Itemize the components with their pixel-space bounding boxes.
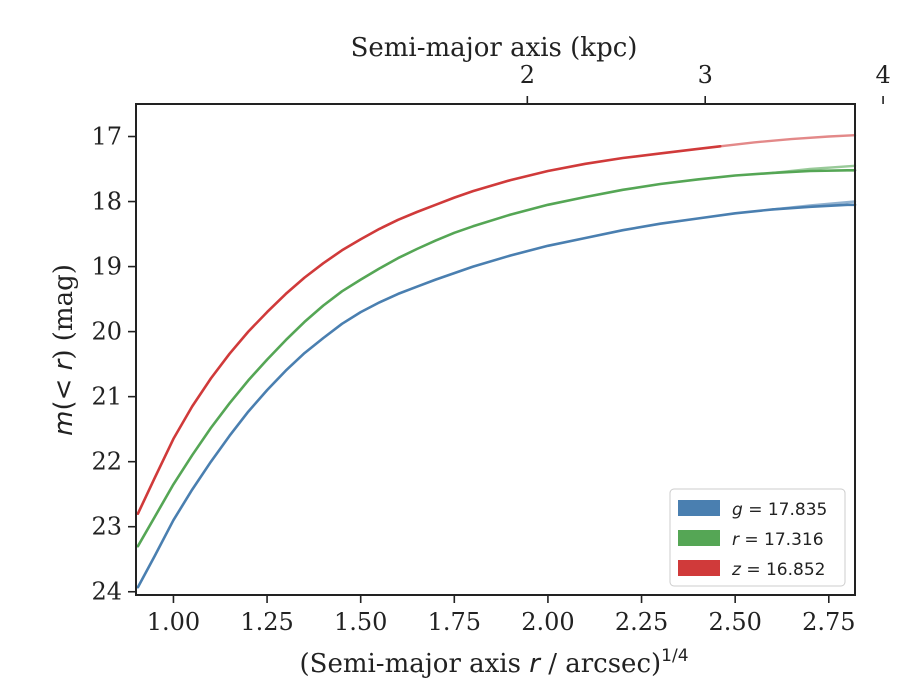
x-tick-label: 1.75 (428, 608, 481, 636)
x-tick-label: 1.00 (147, 608, 200, 636)
legend-label-g: g = 17.835 (732, 500, 827, 520)
top-x-tick-label: 4 (875, 61, 890, 89)
series-layer (136, 134, 857, 589)
legend-swatch-z (678, 560, 720, 576)
y-tick-label: 23 (91, 513, 122, 541)
x-axis-title: (Semi-major axis r / arcsec)1/4 (299, 646, 688, 679)
top-x-axis-title: Semi-major axis (kpc) (351, 33, 638, 63)
y-tick-label: 21 (91, 383, 122, 411)
series-line-z (136, 145, 722, 515)
legend-label-z: z = 16.852 (731, 560, 825, 580)
x-tick-label: 2.25 (615, 608, 668, 636)
y-tick-label: 20 (91, 318, 122, 346)
series-faint-line-z (719, 134, 857, 148)
y-tick-label: 22 (91, 448, 122, 476)
x-tick-label: 2.75 (802, 608, 855, 636)
legend: g = 17.835 r = 17.316 z = 16.852 (669, 488, 846, 587)
y-axis-title: m(< r) (mag) (49, 264, 79, 436)
series-line-g (136, 203, 857, 589)
series-line-r (136, 169, 857, 548)
y-tick-label: 18 (91, 188, 122, 216)
x-tick-label: 1.25 (240, 608, 293, 636)
y-tick-label: 17 (91, 123, 122, 151)
x-tick-label: 2.50 (708, 608, 761, 636)
x-tick-label: 2.00 (521, 608, 574, 636)
legend-swatch-r (678, 530, 720, 546)
plot-frame (135, 103, 856, 596)
top-x-tick-label: 2 (520, 61, 535, 89)
series-faint-line-r (771, 164, 857, 175)
axes: 1.001.251.501.752.002.252.502.7523451718… (91, 61, 890, 636)
legend-label-r: r = 17.316 (732, 530, 824, 550)
y-tick-label: 24 (91, 578, 122, 606)
x-tick-label: 1.50 (334, 608, 387, 636)
series-faint-line-g (771, 200, 857, 211)
legend-swatch-g (678, 500, 720, 516)
y-tick-label: 19 (91, 253, 122, 281)
top-x-tick-label: 3 (698, 61, 713, 89)
